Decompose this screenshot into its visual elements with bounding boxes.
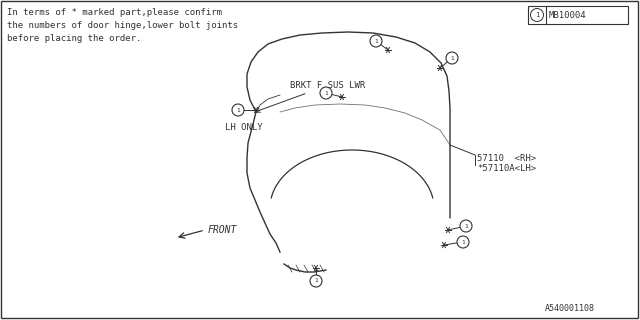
Text: 1: 1 — [450, 55, 454, 60]
Text: 57110  <RH>: 57110 <RH> — [477, 154, 536, 163]
FancyBboxPatch shape — [528, 6, 628, 24]
Circle shape — [320, 87, 332, 99]
Circle shape — [310, 275, 322, 287]
Text: 1: 1 — [461, 239, 465, 244]
Text: LH ONLY: LH ONLY — [225, 123, 262, 132]
Circle shape — [457, 236, 469, 248]
Text: BRKT F SUS LWR: BRKT F SUS LWR — [255, 81, 365, 112]
Circle shape — [232, 104, 244, 116]
Text: MB10004: MB10004 — [549, 11, 587, 20]
Text: 1: 1 — [464, 223, 468, 228]
Text: 1: 1 — [374, 38, 378, 44]
Text: 1: 1 — [535, 12, 539, 18]
Text: 1: 1 — [324, 91, 328, 95]
Text: *57110A<LH>: *57110A<LH> — [477, 164, 536, 172]
Text: 1: 1 — [314, 278, 318, 284]
Text: 1: 1 — [236, 108, 240, 113]
Text: A540001108: A540001108 — [545, 304, 595, 313]
Circle shape — [460, 220, 472, 232]
Text: FRONT: FRONT — [208, 225, 237, 235]
Circle shape — [446, 52, 458, 64]
Circle shape — [370, 35, 382, 47]
Text: In terms of * marked part,please confirm
the numbers of door hinge,lower bolt jo: In terms of * marked part,please confirm… — [7, 8, 238, 44]
